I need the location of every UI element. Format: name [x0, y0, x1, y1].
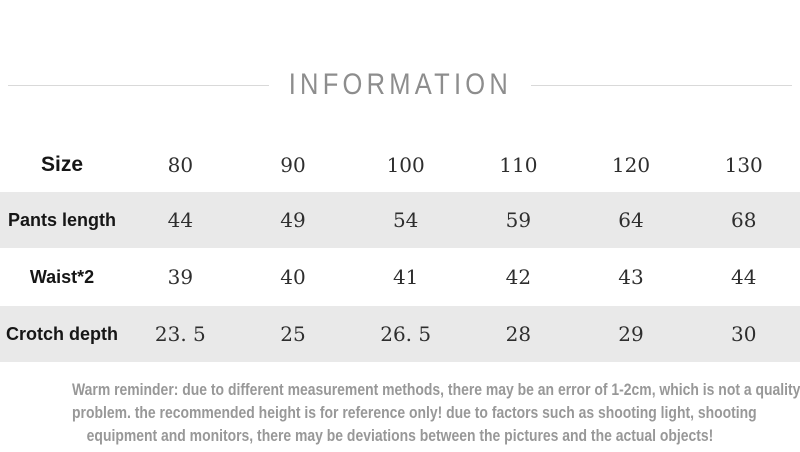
size-header-label: Size — [40, 153, 84, 176]
page-title: INFORMATION — [288, 68, 512, 101]
table-cell: 44 — [167, 208, 194, 232]
table-row-crotch-depth: Crotch depth 23. 5 25 26. 5 28 29 30 — [0, 306, 800, 362]
row-label: Waist*2 — [29, 266, 95, 287]
warm-reminder-note: Warm reminder: due to different measurem… — [0, 378, 800, 447]
size-chart-table: Size 80 90 100 110 120 130 Pants length … — [0, 138, 800, 362]
size-column-header: 120 — [611, 153, 651, 177]
table-cell: 42 — [505, 265, 532, 289]
size-column-header: 130 — [724, 153, 763, 177]
table-cell: 43 — [618, 265, 644, 289]
table-cell: 25 — [280, 322, 306, 346]
table-cell: 64 — [618, 208, 644, 232]
table-cell: 28 — [505, 322, 532, 346]
table-cell: 23. 5 — [154, 322, 206, 346]
table-cell: 49 — [280, 208, 306, 232]
size-column-header: 80 — [167, 153, 194, 177]
reminder-line: problem. the recommended height is for r… — [72, 403, 757, 422]
table-cell: 26. 5 — [380, 322, 432, 346]
reminder-line: equipment and monitors, there may be dev… — [86, 426, 714, 445]
row-label: Crotch depth — [6, 323, 118, 344]
table-cell: 39 — [167, 265, 194, 289]
size-column-header: 110 — [499, 153, 538, 177]
table-cell: 29 — [618, 322, 644, 346]
section-header: INFORMATION — [0, 68, 800, 102]
size-column-header: 100 — [386, 153, 425, 177]
table-cell: 30 — [730, 322, 757, 346]
row-label: Pants length — [7, 209, 116, 230]
header-divider-left — [8, 84, 269, 86]
table-header-row: Size 80 90 100 110 120 130 — [0, 138, 800, 192]
reminder-line: Warm reminder: due to different measurem… — [72, 380, 800, 399]
table-cell: 59 — [505, 208, 532, 232]
size-column-header: 90 — [280, 153, 306, 177]
table-row-waist: Waist*2 39 40 41 42 43 44 — [0, 248, 800, 306]
header-divider-right — [531, 84, 793, 86]
table-cell: 41 — [392, 265, 419, 289]
table-cell: 54 — [392, 208, 419, 232]
table-cell: 44 — [730, 265, 757, 289]
table-cell: 68 — [730, 208, 757, 232]
table-cell: 40 — [280, 265, 306, 289]
table-row-pants-length: Pants length 44 49 54 59 64 68 — [0, 192, 800, 248]
